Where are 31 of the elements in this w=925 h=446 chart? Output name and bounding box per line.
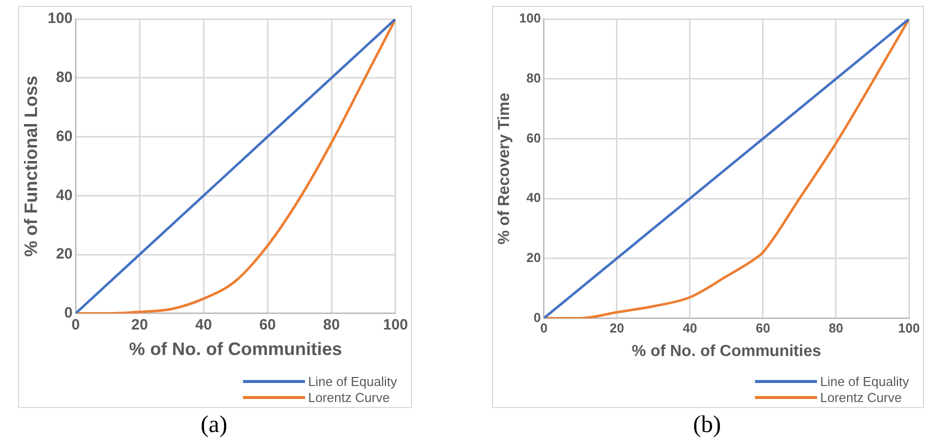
- x-axis-title: % of No. of Communities: [129, 339, 342, 360]
- y-tick-label: 80: [526, 70, 541, 86]
- x-tick-label: 20: [131, 316, 148, 334]
- y-tick-label: 20: [526, 250, 541, 265]
- x-axis-title: % of No. of Communities: [632, 342, 822, 360]
- y-tick-label: 40: [526, 190, 541, 206]
- y-tick-label: 80: [56, 69, 73, 86]
- legend-label: Line of Equality: [308, 374, 397, 389]
- x-tick-label: 100: [898, 320, 920, 336]
- y-axis-title: % of Functional Loss: [20, 76, 41, 257]
- text: (b): [692, 412, 722, 439]
- x-tick-label: 60: [756, 320, 770, 336]
- y-axis-title: % of Recovery Time: [496, 92, 514, 244]
- x-tick-label: 80: [828, 320, 844, 336]
- y-tick-label: 20: [56, 246, 73, 263]
- legend-label: Lorentz Curve: [820, 390, 902, 405]
- x-tick-label: 20: [610, 320, 624, 336]
- y-tick-label: 100: [48, 10, 73, 28]
- text: (a): [200, 412, 228, 439]
- y-tick-label: 60: [56, 128, 73, 145]
- y-tick-label: 40: [56, 186, 73, 204]
- y-tick-label: 100: [519, 10, 541, 26]
- x-tick-label: 60: [259, 316, 276, 334]
- legend-label: Lorentz Curve: [308, 390, 390, 405]
- x-tick-label: 40: [682, 320, 698, 336]
- x-tick-label: 80: [323, 316, 340, 334]
- x-tick-label: 40: [195, 316, 212, 334]
- x-tick-label: 100: [382, 316, 408, 334]
- y-tick-label: 60: [526, 130, 541, 146]
- y-tick-label: 0: [64, 304, 73, 322]
- legend-label: Line of Equality: [820, 374, 909, 389]
